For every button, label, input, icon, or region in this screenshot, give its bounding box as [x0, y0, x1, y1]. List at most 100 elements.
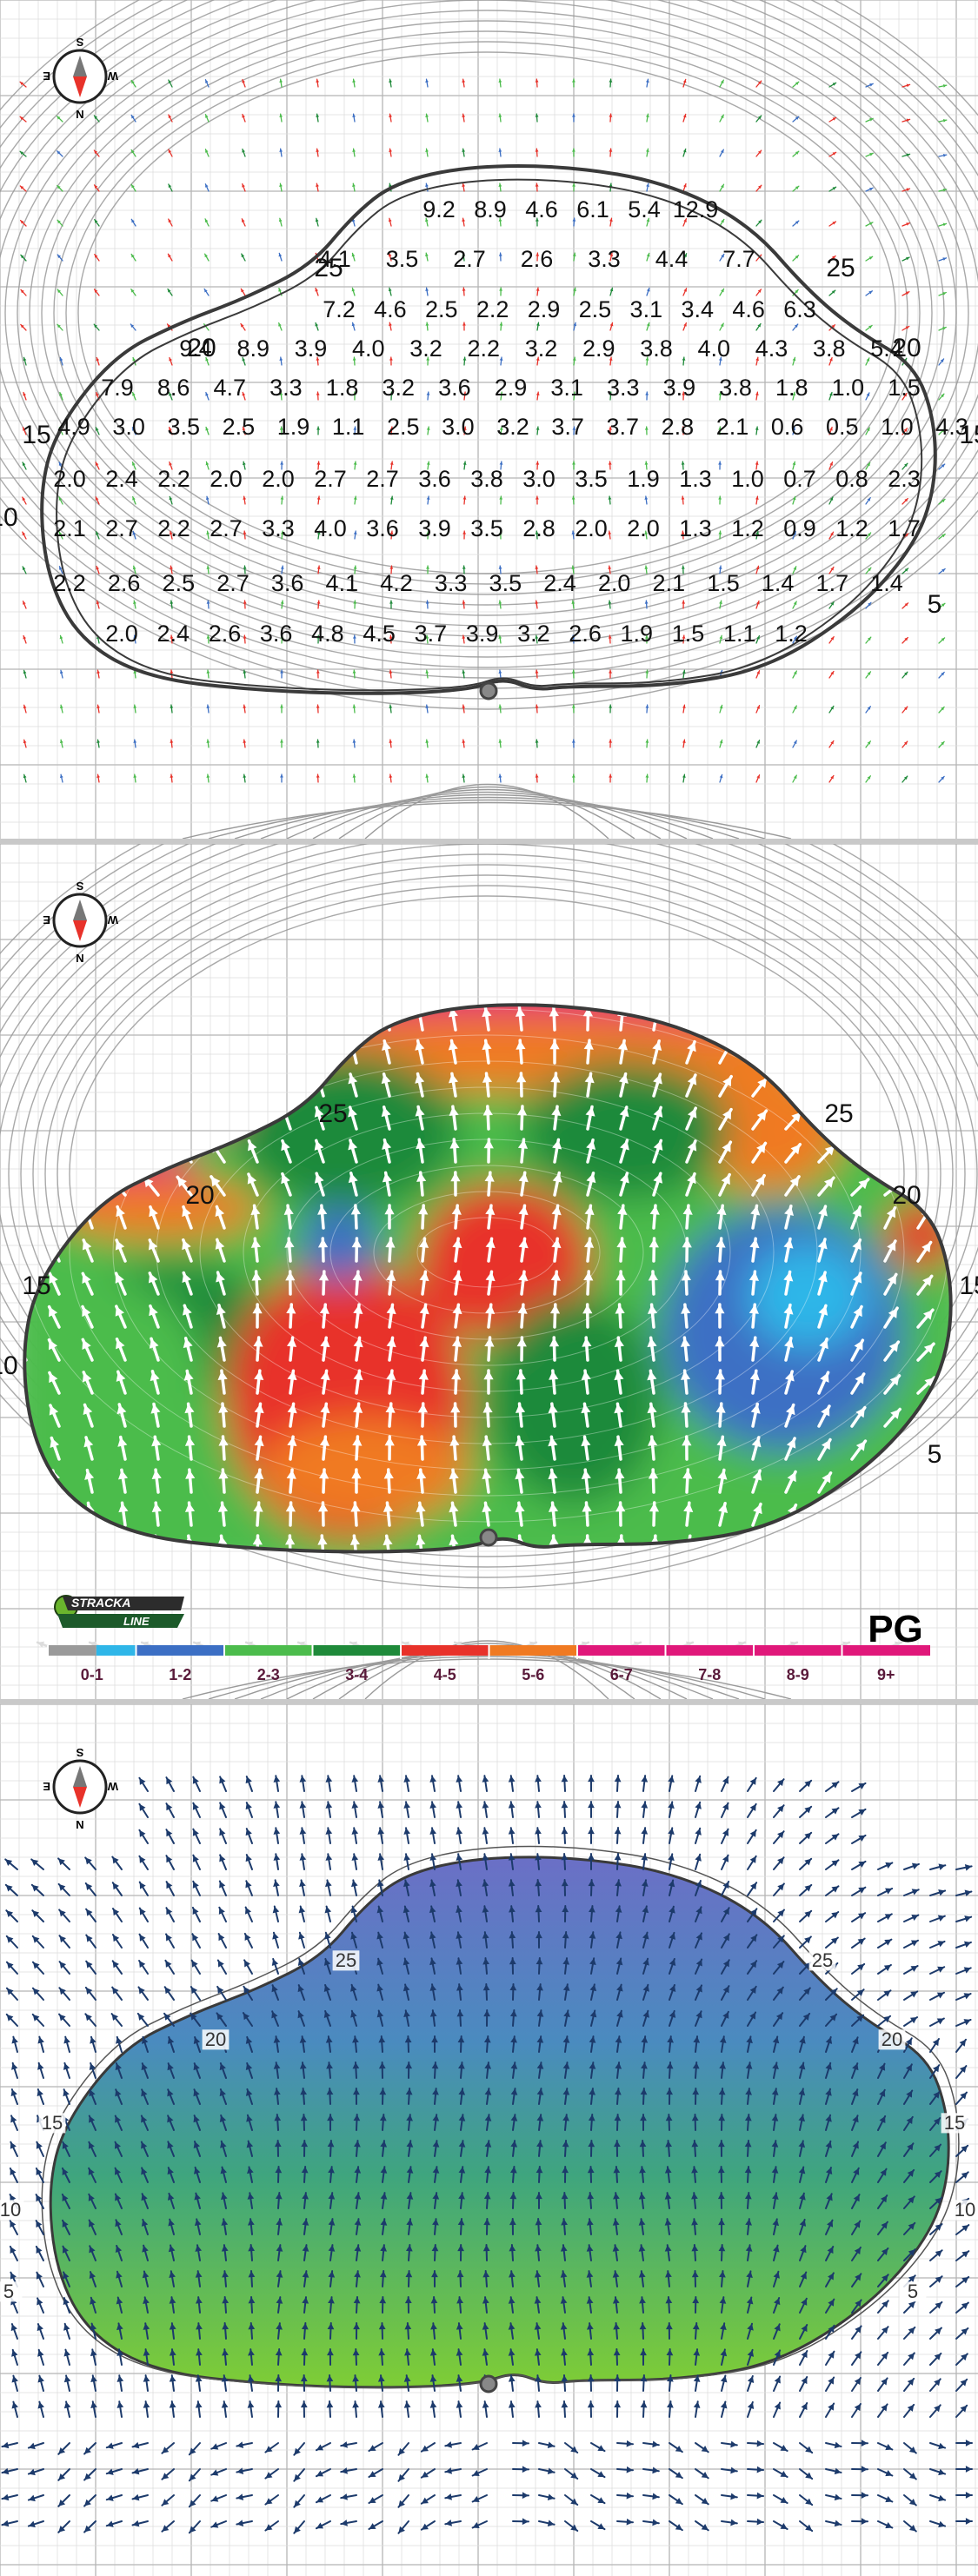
flow-arrow — [116, 2348, 124, 2366]
flow-arrow — [377, 2400, 385, 2418]
direction-tick — [865, 357, 870, 366]
grid — [0, 0, 978, 839]
slope-value: 3.3 — [269, 375, 303, 401]
flow-arrow — [386, 1336, 396, 1362]
direction-tick — [168, 149, 173, 157]
direction-tick — [242, 356, 246, 366]
flow-arrow — [1, 2467, 18, 2475]
direction-tick — [20, 289, 27, 296]
flow-arrow — [647, 1303, 658, 1329]
direction-tick — [170, 600, 174, 609]
slope-value: 2.6 — [209, 621, 242, 647]
flow-arrow — [668, 1853, 675, 1870]
direction-tick — [131, 392, 136, 401]
flow-arrow — [82, 1371, 94, 1395]
flow-arrow — [560, 2270, 568, 2287]
direction-tick — [425, 322, 429, 331]
flow-arrow — [397, 2442, 409, 2456]
flow-arrow — [484, 2114, 492, 2131]
flow-arrow — [168, 2244, 176, 2261]
flow-arrow — [58, 1909, 70, 1922]
flow-arrow — [562, 1983, 570, 2001]
flow-arrow — [218, 1468, 229, 1494]
flow-arrow — [141, 2167, 149, 2183]
flow-arrow — [614, 2374, 622, 2392]
flow-arrow — [300, 2400, 308, 2418]
flow-arrow — [799, 2494, 814, 2506]
flow-arrow — [692, 2061, 700, 2079]
flow-arrow — [254, 1435, 264, 1461]
direction-tick — [828, 705, 835, 714]
flow-arrow — [483, 2009, 491, 2027]
flow-arrow — [817, 1404, 831, 1428]
flow-arrow — [83, 1436, 94, 1461]
direction-tick — [94, 219, 100, 227]
direction-tick — [498, 739, 502, 748]
flow-arrow — [24, 1143, 28, 1164]
flow-arrow — [138, 1855, 149, 1870]
flow-arrow — [695, 2010, 702, 2027]
flow-arrow — [516, 1105, 528, 1131]
flow-arrow — [323, 2009, 331, 2027]
direction-tick — [901, 775, 908, 783]
direction-tick — [95, 427, 100, 435]
flow-arrow — [315, 2494, 331, 2504]
direction-tick — [535, 669, 539, 679]
direction-tick — [571, 739, 575, 748]
flow-arrow — [773, 2442, 788, 2452]
direction-tick — [96, 600, 100, 609]
flow-arrow — [482, 2400, 489, 2418]
flow-arrow — [799, 2520, 814, 2533]
flow-arrow — [652, 1072, 662, 1098]
flow-arrow — [668, 1775, 675, 1792]
flow-arrow — [351, 1827, 359, 1844]
flow-arrow — [669, 1957, 676, 1975]
flow-arrow — [83, 2468, 96, 2481]
slope-value: 2.0 — [598, 570, 631, 596]
slope-value: 4.4 — [655, 246, 689, 272]
flow-arrow — [249, 1006, 260, 1032]
flow-arrow — [817, 1079, 838, 1098]
flow-arrow — [300, 2114, 308, 2131]
flow-arrow — [248, 2322, 256, 2340]
flow-arrow — [245, 1802, 253, 1818]
flow-arrow — [115, 1238, 127, 1263]
direction-tick — [316, 773, 320, 783]
flow-arrow — [81, 1305, 94, 1329]
flow-arrow — [562, 2035, 570, 2053]
legend-label: 9+ — [877, 1666, 895, 1683]
flow-arrow — [509, 2009, 517, 2027]
direction-tick — [828, 151, 837, 157]
flow-arrow — [471, 2442, 488, 2451]
flow-arrow — [429, 1879, 436, 1896]
direction-tick — [389, 773, 393, 783]
flow-arrow — [615, 1905, 622, 1922]
direction-tick — [352, 183, 356, 192]
flow-arrow — [471, 2494, 488, 2503]
direction-tick — [755, 705, 761, 714]
flow-arrow — [589, 1931, 596, 1949]
flow-arrow — [37, 2297, 44, 2314]
flow-arrow — [458, 2140, 466, 2157]
direction-tick — [571, 773, 575, 783]
flow-arrow — [297, 2010, 305, 2027]
flow-arrow — [89, 2088, 96, 2105]
direction-tick — [389, 356, 393, 366]
flow-arrow — [955, 2301, 969, 2314]
flow-arrow — [649, 1501, 660, 1527]
slope-value: 8.9 — [474, 196, 507, 222]
flow-arrow — [314, 1105, 325, 1131]
flow-arrow — [350, 1931, 357, 1949]
flow-arrow — [903, 1965, 919, 1975]
flow-arrow — [50, 1436, 61, 1461]
flow-arrow — [216, 1303, 226, 1329]
flow-arrow — [276, 2244, 283, 2261]
direction-tick — [23, 739, 27, 748]
flow-arrow — [216, 2012, 227, 2027]
edge-label-left-10: 10 — [0, 1351, 18, 1380]
direction-tick — [353, 495, 357, 505]
direction-tick — [901, 188, 911, 192]
flow-arrow — [773, 1882, 785, 1896]
flow-arrow — [518, 1171, 529, 1197]
flow-arrow — [378, 2348, 386, 2366]
